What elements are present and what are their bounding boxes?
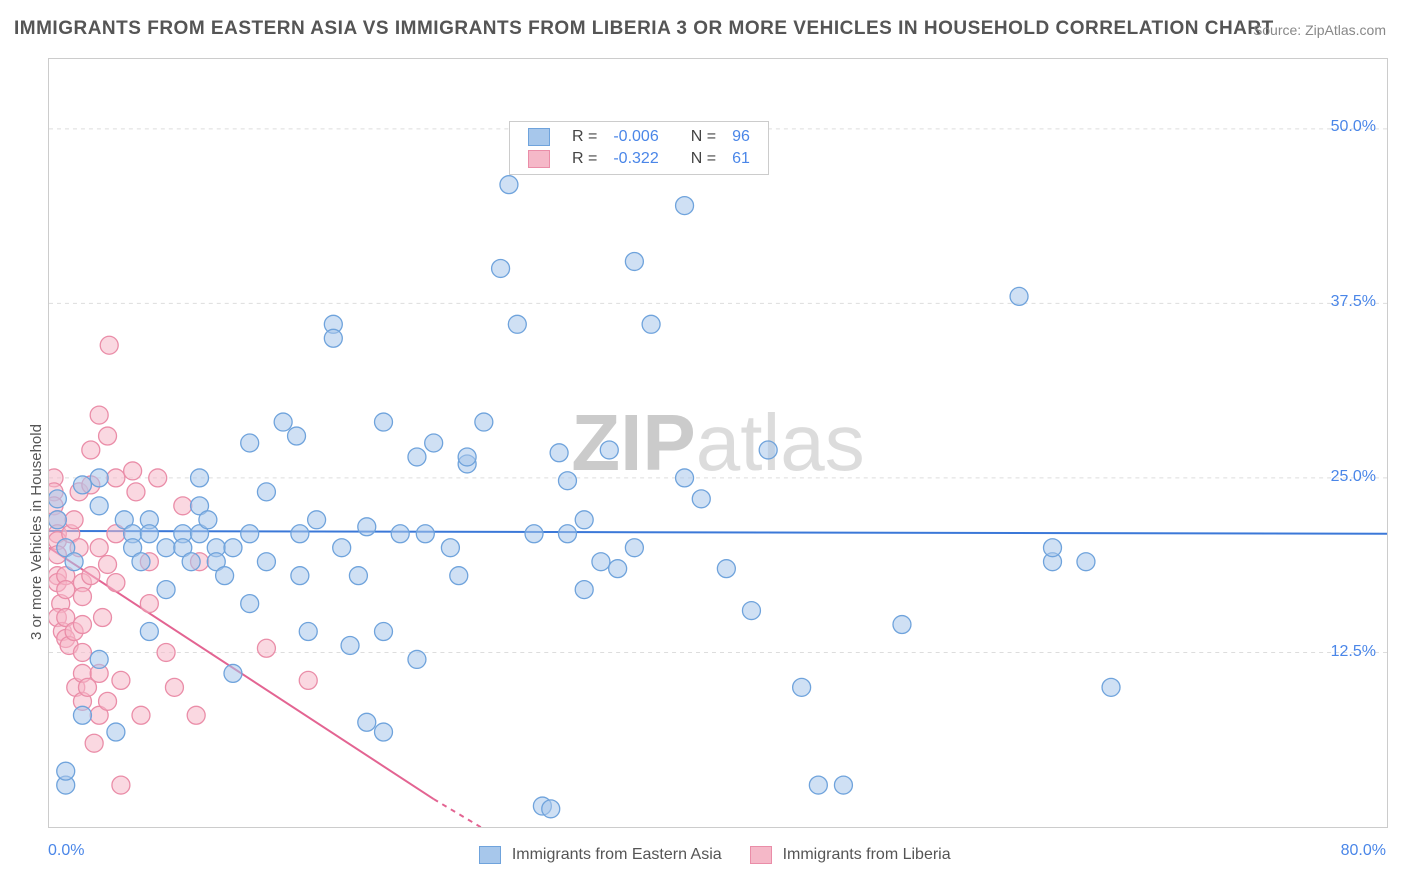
source-label: Source: ZipAtlas.com (1253, 22, 1386, 38)
n-value-1: 61 (724, 148, 758, 170)
n-label: N = (683, 126, 724, 148)
series-0-name: Immigrants from Eastern Asia (512, 846, 722, 863)
series-1-name: Immigrants from Liberia (783, 846, 951, 863)
y-tick-label: 12.5% (1331, 643, 1376, 661)
y-tick-label: 50.0% (1331, 118, 1376, 136)
y-tick-label: 37.5% (1331, 293, 1376, 311)
n-value-0: 96 (724, 126, 758, 148)
r-label: R = (564, 148, 605, 170)
r-label: R = (564, 126, 605, 148)
n-label: N = (683, 148, 724, 170)
stats-row: R = -0.006 N = 96 (520, 126, 758, 148)
r-value-1: -0.322 (605, 148, 666, 170)
swatch-series-1-bottom (750, 846, 772, 864)
swatch-series-1 (528, 150, 550, 168)
swatch-series-0 (528, 128, 550, 146)
y-tick-label: 25.0% (1331, 468, 1376, 486)
r-value-0: -0.006 (605, 126, 666, 148)
plot-area: ZIPatlas R = -0.006 N = 96 R = -0.322 N … (48, 58, 1388, 828)
bottom-legend: Immigrants from Eastern Asia Immigrants … (0, 846, 1406, 864)
stats-legend: R = -0.006 N = 96 R = -0.322 N = 61 (509, 121, 769, 175)
swatch-series-0-bottom (479, 846, 501, 864)
stats-row: R = -0.322 N = 61 (520, 148, 758, 170)
y-axis-label: 3 or more Vehicles in Household (28, 424, 45, 640)
chart-title: IMMIGRANTS FROM EASTERN ASIA VS IMMIGRAN… (14, 18, 1274, 40)
